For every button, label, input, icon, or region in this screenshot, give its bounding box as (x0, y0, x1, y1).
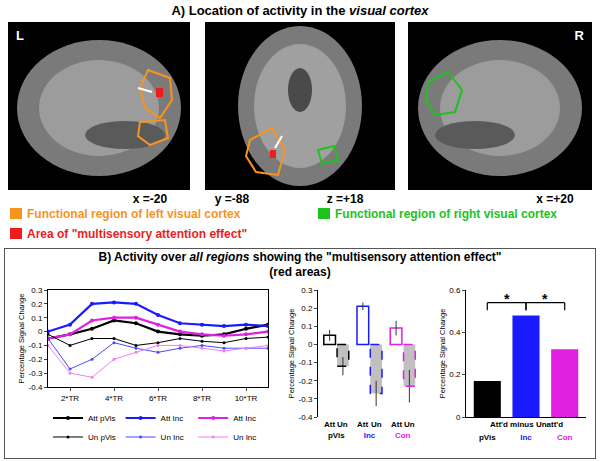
svg-text:0: 0 (308, 340, 313, 349)
svg-text:Att Inc: Att Inc (161, 414, 184, 423)
svg-text:Percentage Signal Change: Percentage Signal Change (438, 309, 447, 399)
svg-text:L: L (16, 28, 24, 43)
svg-text:Un: Un (337, 420, 348, 429)
svg-text:0.1: 0.1 (31, 314, 43, 323)
svg-text:Att: Att (391, 420, 402, 429)
svg-text:10*TR: 10*TR (235, 394, 258, 403)
svg-text:*: * (504, 291, 510, 307)
svg-text:Att pVis: Att pVis (88, 414, 115, 423)
svg-text:Att'd minus Unatt'd: Att'd minus Unatt'd (490, 420, 563, 429)
svg-text:Con: Con (395, 431, 411, 440)
svg-text:4*TR: 4*TR (105, 394, 123, 403)
html-text:(red areas): (red areas) (269, 265, 331, 279)
svg-text:0.4: 0.4 (449, 328, 461, 337)
svg-text:Un pVis: Un pVis (88, 433, 116, 442)
svg-text:0.2: 0.2 (31, 300, 43, 309)
svg-text:0.6: 0.6 (449, 286, 461, 295)
svg-text:*: * (542, 291, 548, 307)
html-text:B) Activity over all regions s: B) Activity over all regions showing the… (98, 250, 502, 264)
svg-text:z =+18: z =+18 (327, 192, 364, 206)
svg-text:Percentage Signal Change: Percentage Signal Change (287, 309, 296, 399)
svg-text:Un Inc: Un Inc (161, 433, 184, 442)
svg-text:A) Location of activity in the: A) Location of activity in the visual co… (171, 3, 429, 18)
svg-text:8*TR: 8*TR (193, 394, 211, 403)
svg-text:pVis: pVis (328, 431, 345, 440)
svg-text:Att: Att (324, 420, 335, 429)
svg-text:Att: Att (357, 420, 368, 429)
svg-text:6*TR: 6*TR (149, 394, 167, 403)
svg-text:Functional region of left visu: Functional region of left visual cortex (27, 207, 241, 221)
svg-text:Inc: Inc (520, 433, 532, 442)
svg-text:-0.2: -0.2 (29, 355, 43, 364)
svg-text:Inc: Inc (364, 431, 376, 440)
svg-text:-0.3: -0.3 (299, 395, 313, 404)
svg-text:0.3: 0.3 (301, 286, 313, 295)
svg-text:0.2: 0.2 (449, 370, 461, 379)
svg-text:Att Inc: Att Inc (233, 414, 256, 423)
svg-text:Un: Un (371, 420, 382, 429)
svg-text:0.3: 0.3 (31, 286, 43, 295)
svg-text:x =-20: x =-20 (133, 192, 168, 206)
svg-text:0: 0 (38, 327, 43, 336)
svg-text:Con: Con (557, 433, 573, 442)
svg-text:-0.1: -0.1 (29, 341, 43, 350)
svg-text:Functional region of right vis: Functional region of right visual cortex (335, 207, 557, 221)
svg-text:0.1: 0.1 (301, 322, 313, 331)
svg-text:2*TR: 2*TR (61, 394, 79, 403)
svg-text:-0.4: -0.4 (299, 413, 313, 422)
svg-text:x =+20: x =+20 (536, 192, 574, 206)
svg-text:pVis: pVis (479, 433, 496, 442)
svg-text:Area of "multisensory attentio: Area of "multisensory attention effect" (27, 227, 247, 241)
svg-text:-0.1: -0.1 (299, 358, 313, 367)
svg-text:Percentage Signal Change: Percentage Signal Change (17, 294, 26, 384)
svg-text:-0.3: -0.3 (29, 369, 43, 378)
svg-text:-0.2: -0.2 (299, 377, 313, 386)
svg-text:Un: Un (404, 420, 415, 429)
svg-text:Un Inc: Un Inc (233, 433, 256, 442)
svg-text:0: 0 (456, 413, 461, 422)
svg-text:y =-88: y =-88 (215, 192, 250, 206)
svg-text:0.2: 0.2 (301, 304, 313, 313)
svg-text:R: R (575, 28, 585, 43)
svg-text:-0.4: -0.4 (29, 383, 43, 392)
